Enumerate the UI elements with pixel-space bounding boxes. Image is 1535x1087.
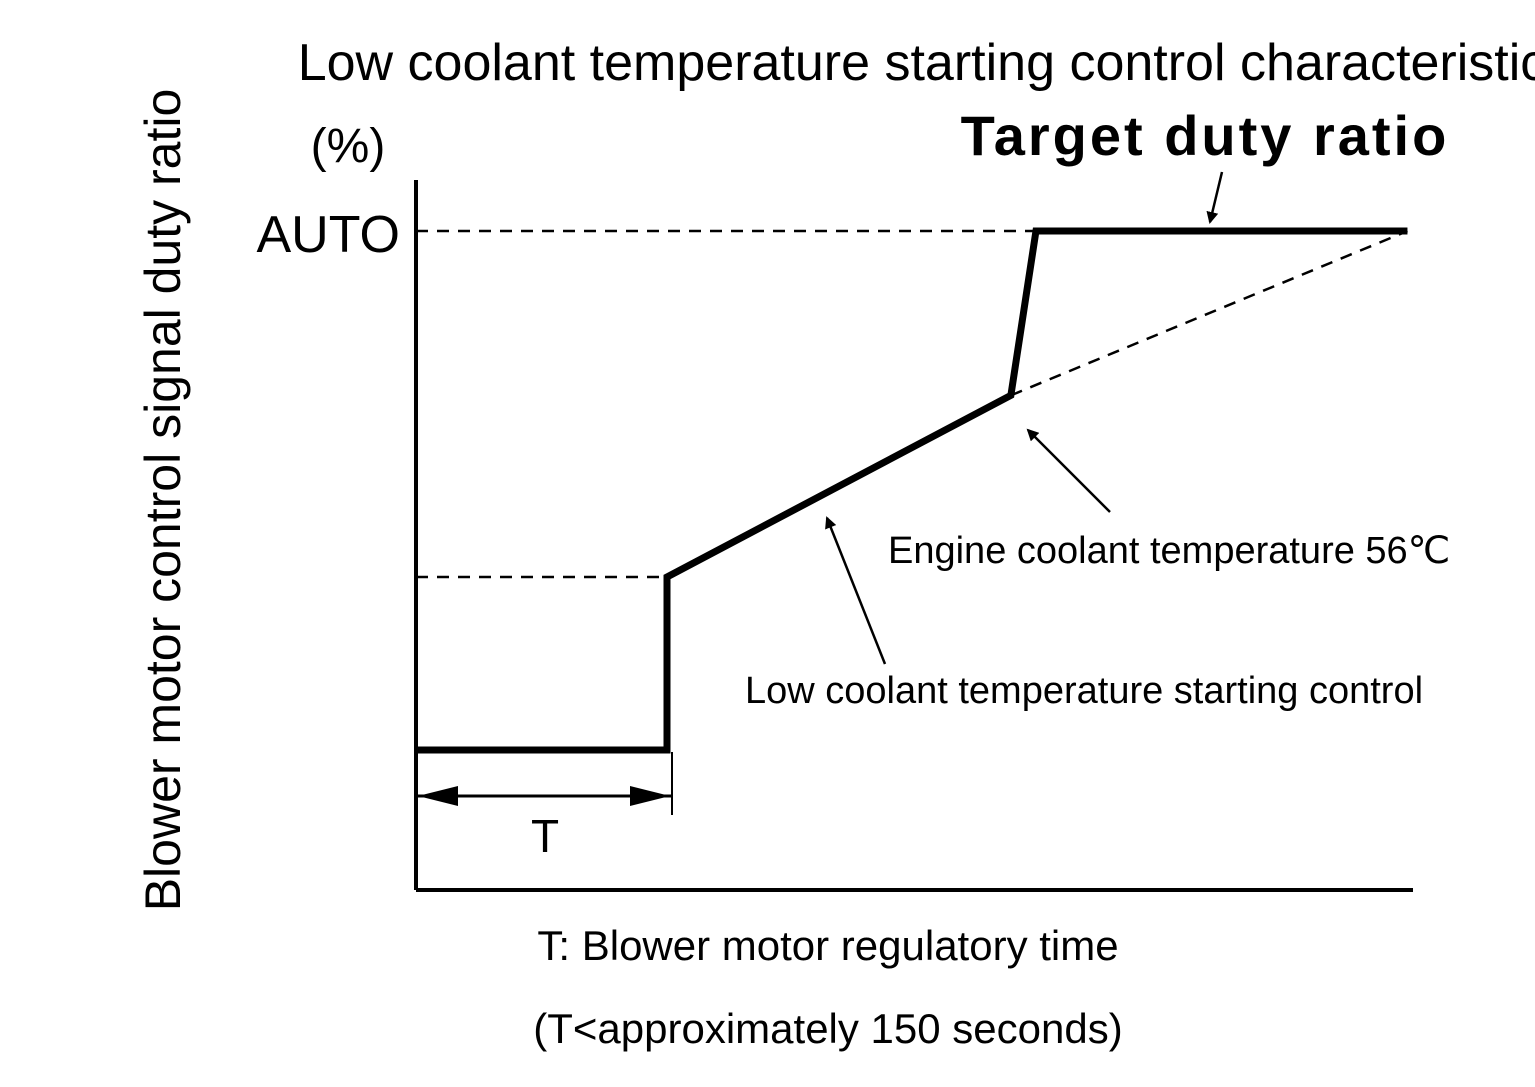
t-interval-marker: T	[416, 752, 673, 862]
annotation-coolant-temp: Engine coolant temperature 56℃	[888, 530, 1450, 572]
y-tick-label-auto: AUTO	[256, 206, 400, 264]
y-unit-label: (%)	[311, 120, 386, 173]
t-left-arrow-icon	[418, 786, 458, 806]
annotation-target-duty-ratio: Target duty ratio	[961, 104, 1450, 167]
series-group	[416, 227, 1408, 754]
series-line-target-duty-ratio	[416, 227, 1408, 754]
note-line-1: T: Blower motor regulatory time	[537, 922, 1118, 969]
t-right-arrow-icon	[630, 786, 670, 806]
chart-title: Low coolant temperature starting control…	[298, 34, 1535, 92]
y-axis-label: Blower motor control signal duty ratio	[135, 89, 191, 912]
annotation-target-arrow	[1206, 171, 1224, 224]
t-interval-label: T	[531, 810, 559, 862]
series-line-dashed-1	[1010, 229, 1408, 397]
reference-lines	[416, 229, 1036, 579]
annotation-starting-control-arrow	[825, 516, 887, 665]
annotation-coolant-temp-arrow	[1026, 428, 1111, 513]
annotation-starting-control: Low coolant temperature starting control	[745, 670, 1423, 712]
note-line-2: (T<approximately 150 seconds)	[533, 1005, 1122, 1052]
